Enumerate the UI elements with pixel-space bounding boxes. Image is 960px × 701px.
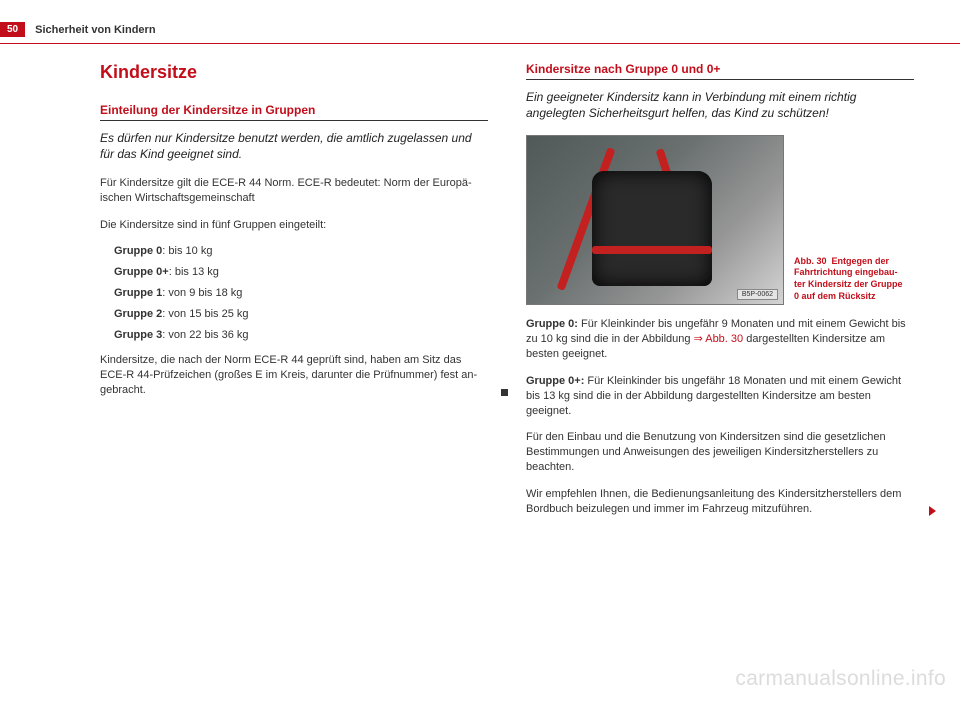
page-header: 50 Sicherheit von Kindern — [0, 0, 960, 41]
heading-rule — [100, 120, 488, 121]
paragraph: Gruppe 0+: Für Kleinkinder bis ungefähr … — [526, 374, 914, 419]
paragraph: Für den Einbau und die Benutzung von Kin… — [526, 430, 914, 475]
lead-text: Es dürfen nur Kindersitze benutzt werden… — [100, 130, 488, 162]
paragraph: Kindersitze, die nach der Norm ECE-R 44 … — [100, 353, 488, 398]
figure-image: B5P-0062 — [526, 135, 784, 305]
list-item: Gruppe 0+: bis 13 kg — [114, 266, 488, 278]
paragraph: Gruppe 0: Für Kleinkinder bis ungefähr 9… — [526, 317, 914, 362]
section-end-icon — [501, 389, 508, 396]
list-item: Gruppe 0: bis 10 kg — [114, 245, 488, 257]
list-item: Gruppe 2: von 15 bis 25 kg — [114, 308, 488, 320]
list-item: Gruppe 3: von 22 bis 36 kg — [114, 329, 488, 341]
figure-reference: ⇒ Abb. 30 — [694, 333, 744, 345]
paragraph: Für Kindersitze gilt die ECE-R 44 Norm. … — [100, 176, 488, 206]
section-title: Sicherheit von Kindern — [35, 24, 155, 36]
list-item: Gruppe 1: von 9 bis 18 kg — [114, 287, 488, 299]
figure-row: B5P-0062 Abb. 30 Entgegen der Fahrtricht… — [526, 135, 914, 305]
header-rule — [0, 43, 960, 44]
seatbelt-graphic — [592, 246, 712, 254]
continue-icon — [929, 506, 936, 516]
paragraph: Wir empfehlen Ihnen, die Bedienungsanlei… — [526, 487, 914, 517]
sub-heading: Einteilung der Kindersitze in Gruppen — [100, 103, 488, 117]
left-column: Kindersitze Einteilung der Kindersitze i… — [100, 62, 488, 529]
heading-rule — [526, 79, 914, 80]
group-list: Gruppe 0: bis 10 kg Gruppe 0+: bis 13 kg… — [114, 245, 488, 341]
main-heading: Kindersitze — [100, 62, 488, 83]
lead-text: Ein geeigneter Kindersitz kann in Verbin… — [526, 89, 914, 121]
figure-code: B5P-0062 — [737, 289, 778, 300]
sub-heading: Kindersitze nach Gruppe 0 und 0+ — [526, 62, 914, 76]
page-number: 50 — [0, 22, 25, 37]
childseat-graphic — [592, 171, 712, 286]
watermark: carmanualsonline.info — [735, 667, 946, 691]
paragraph: Die Kindersitze sind in fünf Gruppen ein… — [100, 218, 488, 233]
right-column: Kindersitze nach Gruppe 0 und 0+ Ein gee… — [526, 62, 914, 529]
figure-caption: Abb. 30 Entgegen der Fahrtrichtung einge… — [784, 256, 904, 306]
content-columns: Kindersitze Einteilung der Kindersitze i… — [0, 62, 960, 529]
